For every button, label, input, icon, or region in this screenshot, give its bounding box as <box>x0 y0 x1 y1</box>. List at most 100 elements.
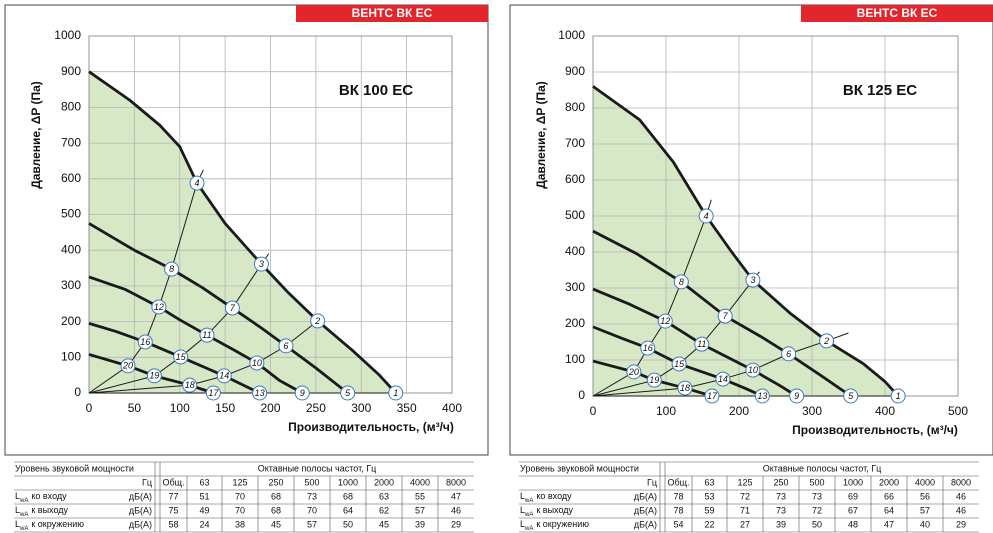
cell: 50 <box>812 519 822 529</box>
cell: 57 <box>415 505 425 515</box>
row-subscript: wA <box>524 512 533 518</box>
band-header: 2000 <box>879 477 899 487</box>
point-label: 2 <box>314 316 320 326</box>
point-marker <box>640 340 656 356</box>
point-marker <box>120 358 136 374</box>
cell: 62 <box>379 505 389 515</box>
row-subscript: wA <box>19 498 28 504</box>
point-marker <box>388 385 404 401</box>
band-header: 4000 <box>915 477 935 487</box>
y-tick-label: 500 <box>61 207 81 221</box>
x-tick-label: 400 <box>875 404 895 418</box>
band-header: 63 <box>704 477 714 487</box>
band-header: 1000 <box>338 477 358 487</box>
row-symbol: L <box>520 505 525 515</box>
cell: 66 <box>884 491 894 501</box>
cell: 77 <box>168 491 178 501</box>
y-tick-label: 0 <box>74 385 81 399</box>
x-tick-label: 150 <box>215 401 235 415</box>
y-tick-label: 900 <box>61 64 81 78</box>
cell: 57 <box>920 505 930 515</box>
point-label: 19 <box>149 371 159 381</box>
row-text: к окружению <box>536 519 589 529</box>
point-label: 4 <box>194 178 199 188</box>
x-axis-label: Производительность, (м³/ч) <box>792 423 958 437</box>
point-marker <box>745 362 761 378</box>
x-tick-label: 0 <box>590 404 597 418</box>
point-marker <box>789 388 805 404</box>
y-axis-label: Давление, ΔP (Па) <box>534 81 548 189</box>
x-tick-label: 250 <box>306 401 326 415</box>
cell: 59 <box>704 505 714 515</box>
point-marker <box>340 385 356 401</box>
table-title: Уровень звуковой мощности <box>520 463 639 473</box>
cell: 45 <box>379 519 389 529</box>
point-marker <box>671 356 687 372</box>
cell: 39 <box>415 519 425 529</box>
point-marker <box>216 368 232 384</box>
y-tick-label: 1000 <box>54 28 81 42</box>
table-title: Уровень звуковой мощности <box>15 463 134 473</box>
point-label: 6 <box>283 341 288 351</box>
cell: 29 <box>956 519 966 529</box>
point-label: 6 <box>786 349 791 359</box>
x-tick-label: 0 <box>86 401 93 415</box>
point-label: 3 <box>750 275 755 285</box>
point-marker <box>677 380 693 396</box>
y-tick-label: 800 <box>565 100 585 114</box>
panel-border <box>509 4 993 456</box>
point-label: 5 <box>345 388 351 398</box>
point-label: 8 <box>169 264 174 274</box>
cell: 67 <box>848 505 858 515</box>
cell: 69 <box>848 491 858 501</box>
fan-curve <box>88 70 397 394</box>
point-marker <box>173 349 189 365</box>
point-label: 9 <box>794 391 799 401</box>
cell: 51 <box>199 491 209 501</box>
row-label: LwA к окружению <box>15 519 84 531</box>
point-marker <box>626 364 642 380</box>
point-label: 16 <box>140 337 150 347</box>
x-tick-label: 350 <box>397 401 417 415</box>
band-header: 4000 <box>410 477 430 487</box>
point-marker <box>673 274 689 290</box>
fan-curve <box>88 222 349 395</box>
y-tick-label: 600 <box>61 171 81 185</box>
point-label: 8 <box>679 277 684 287</box>
band-header: 500 <box>809 477 824 487</box>
unit-header: Гц <box>142 477 152 487</box>
badge: ВЕНТС ВК ЕС <box>857 6 938 20</box>
x-tick-label: 500 <box>948 404 968 418</box>
point-label: 7 <box>723 311 729 321</box>
band-header: 8000 <box>446 477 466 487</box>
bands-title: Октавные полосы частот, Гц <box>763 463 881 473</box>
band-header: 125 <box>232 477 247 487</box>
area <box>89 71 396 393</box>
y-tick-label: 600 <box>565 172 585 186</box>
panel: ВЕНТС ВК ЕС01002003004005006007008009001… <box>4 4 489 456</box>
total-header: Общ. <box>162 477 184 487</box>
cell: 70 <box>307 505 317 515</box>
cell: 75 <box>168 505 178 515</box>
row-unit: дБ(А) <box>129 505 152 515</box>
cell: 78 <box>673 505 683 515</box>
point-marker <box>715 371 731 387</box>
row-unit: дБ(А) <box>634 491 657 501</box>
cell: 73 <box>812 491 822 501</box>
x-tick-label: 50 <box>128 401 142 415</box>
row-subscript: wA <box>524 526 533 532</box>
point-label: 9 <box>300 388 305 398</box>
cell: 46 <box>956 491 966 501</box>
point-marker <box>189 175 205 191</box>
cell: 48 <box>848 519 858 529</box>
y-tick-label: 100 <box>61 349 81 363</box>
point-label: 2 <box>823 336 829 346</box>
cell: 45 <box>271 519 281 529</box>
point-label: 3 <box>259 259 264 269</box>
cell: 53 <box>704 491 714 501</box>
row-text: к выходу <box>536 505 573 515</box>
point-label: 18 <box>185 380 195 390</box>
y-tick-label: 100 <box>565 352 585 366</box>
point-marker <box>151 299 167 315</box>
cell: 57 <box>307 519 317 529</box>
